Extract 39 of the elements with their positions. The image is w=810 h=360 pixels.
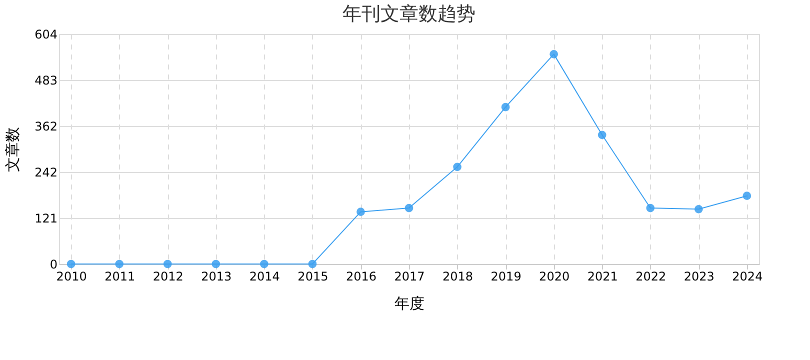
y-tick-label: 483 <box>34 74 58 88</box>
y-tick-label: 0 <box>50 258 58 272</box>
x-tick-label: 2018 <box>442 270 474 284</box>
x-tick-label: 2015 <box>298 270 328 284</box>
x-tick-label: 2024 <box>732 270 763 284</box>
y-tick-label: 604 <box>34 28 58 42</box>
x-tick-label: 2021 <box>587 270 618 284</box>
point <box>501 102 510 112</box>
point <box>453 162 462 172</box>
point <box>115 260 124 268</box>
point <box>404 204 414 212</box>
x-axis-title: 年度 <box>394 294 424 312</box>
point <box>356 208 365 216</box>
point <box>212 260 220 268</box>
point <box>742 192 752 200</box>
y-tick-label: 362 <box>34 120 58 134</box>
point <box>163 260 172 268</box>
y-tick-label: 242 <box>34 165 58 180</box>
point <box>694 204 703 214</box>
x-tick-label: 2011 <box>104 270 136 284</box>
point <box>260 260 268 268</box>
x-tick-label: 2010 <box>56 270 87 284</box>
point <box>646 204 655 212</box>
x-tick-label: 2013 <box>201 270 232 284</box>
x-tick-label: 2023 <box>684 270 714 284</box>
y-tick-label: 121 <box>34 211 58 226</box>
x-tick-label: 2019 <box>490 270 522 284</box>
point <box>550 50 558 58</box>
point <box>598 130 606 140</box>
y-axis-title: 文章数 <box>4 127 22 172</box>
x-tick-label: 2020 <box>539 270 570 284</box>
x-tick-label: 2012 <box>152 270 184 284</box>
x-tick-label: 2017 <box>394 270 425 284</box>
x-tick-label: 2014 <box>249 270 280 284</box>
point <box>66 260 76 268</box>
chart-title: 年刊文章数趋势 <box>342 3 476 25</box>
x-tick-label: 2016 <box>346 270 376 284</box>
point <box>308 260 317 268</box>
x-tick-label: 2022 <box>636 270 666 284</box>
